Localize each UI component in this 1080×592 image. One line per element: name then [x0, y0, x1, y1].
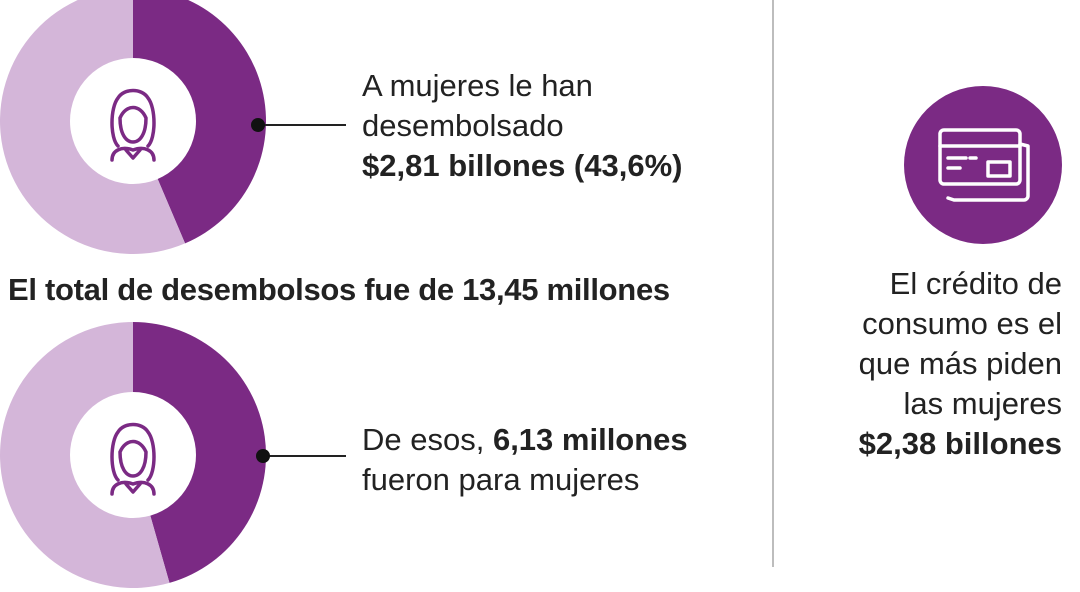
donut-chart-bottom — [0, 322, 266, 588]
annotation-bottom: De esos, 6,13 millones fueron para mujer… — [362, 420, 688, 500]
side-amount: $2,38 billones — [858, 426, 1062, 461]
annotation-top-line1: A mujeres le han — [362, 68, 593, 103]
donut-hole — [70, 58, 196, 184]
side-line-3: que más piden — [858, 346, 1062, 381]
side-line-2: consumo es el — [862, 306, 1062, 341]
callout-line-top — [258, 124, 346, 126]
side-line-4: las mujeres — [903, 386, 1063, 421]
credit-card-icon — [938, 128, 1030, 202]
annotation-bottom-prefix: De esos, — [362, 422, 493, 457]
side-icon-badge — [904, 86, 1062, 244]
pie-slice-mujeres — [133, 0, 266, 244]
woman-icon — [110, 422, 156, 496]
callout-line-bottom — [268, 455, 346, 457]
side-panel-text: El crédito de consumo es el que más pide… — [822, 264, 1062, 464]
headline: El total de desembolsos fue de 13,45 mil… — [8, 272, 670, 307]
annotation-top: A mujeres le han desembolsado $2,81 bill… — [362, 66, 682, 186]
side-line-1: El crédito de — [889, 266, 1062, 301]
vertical-divider — [772, 0, 774, 567]
annotation-top-line2: desembolsado — [362, 108, 564, 143]
annotation-bottom-line2: fueron para mujeres — [362, 462, 640, 497]
woman-icon — [110, 88, 156, 162]
callout-dot-top — [251, 118, 265, 132]
pie-slice-mujeres — [133, 322, 266, 583]
callout-dot-bottom — [256, 449, 270, 463]
donut-hole — [70, 392, 196, 518]
annotation-bottom-highlight: 6,13 millones — [492, 422, 688, 457]
annotation-top-highlight: $2,81 billones (43,6%) — [362, 148, 683, 183]
donut-chart-top — [0, 0, 266, 254]
